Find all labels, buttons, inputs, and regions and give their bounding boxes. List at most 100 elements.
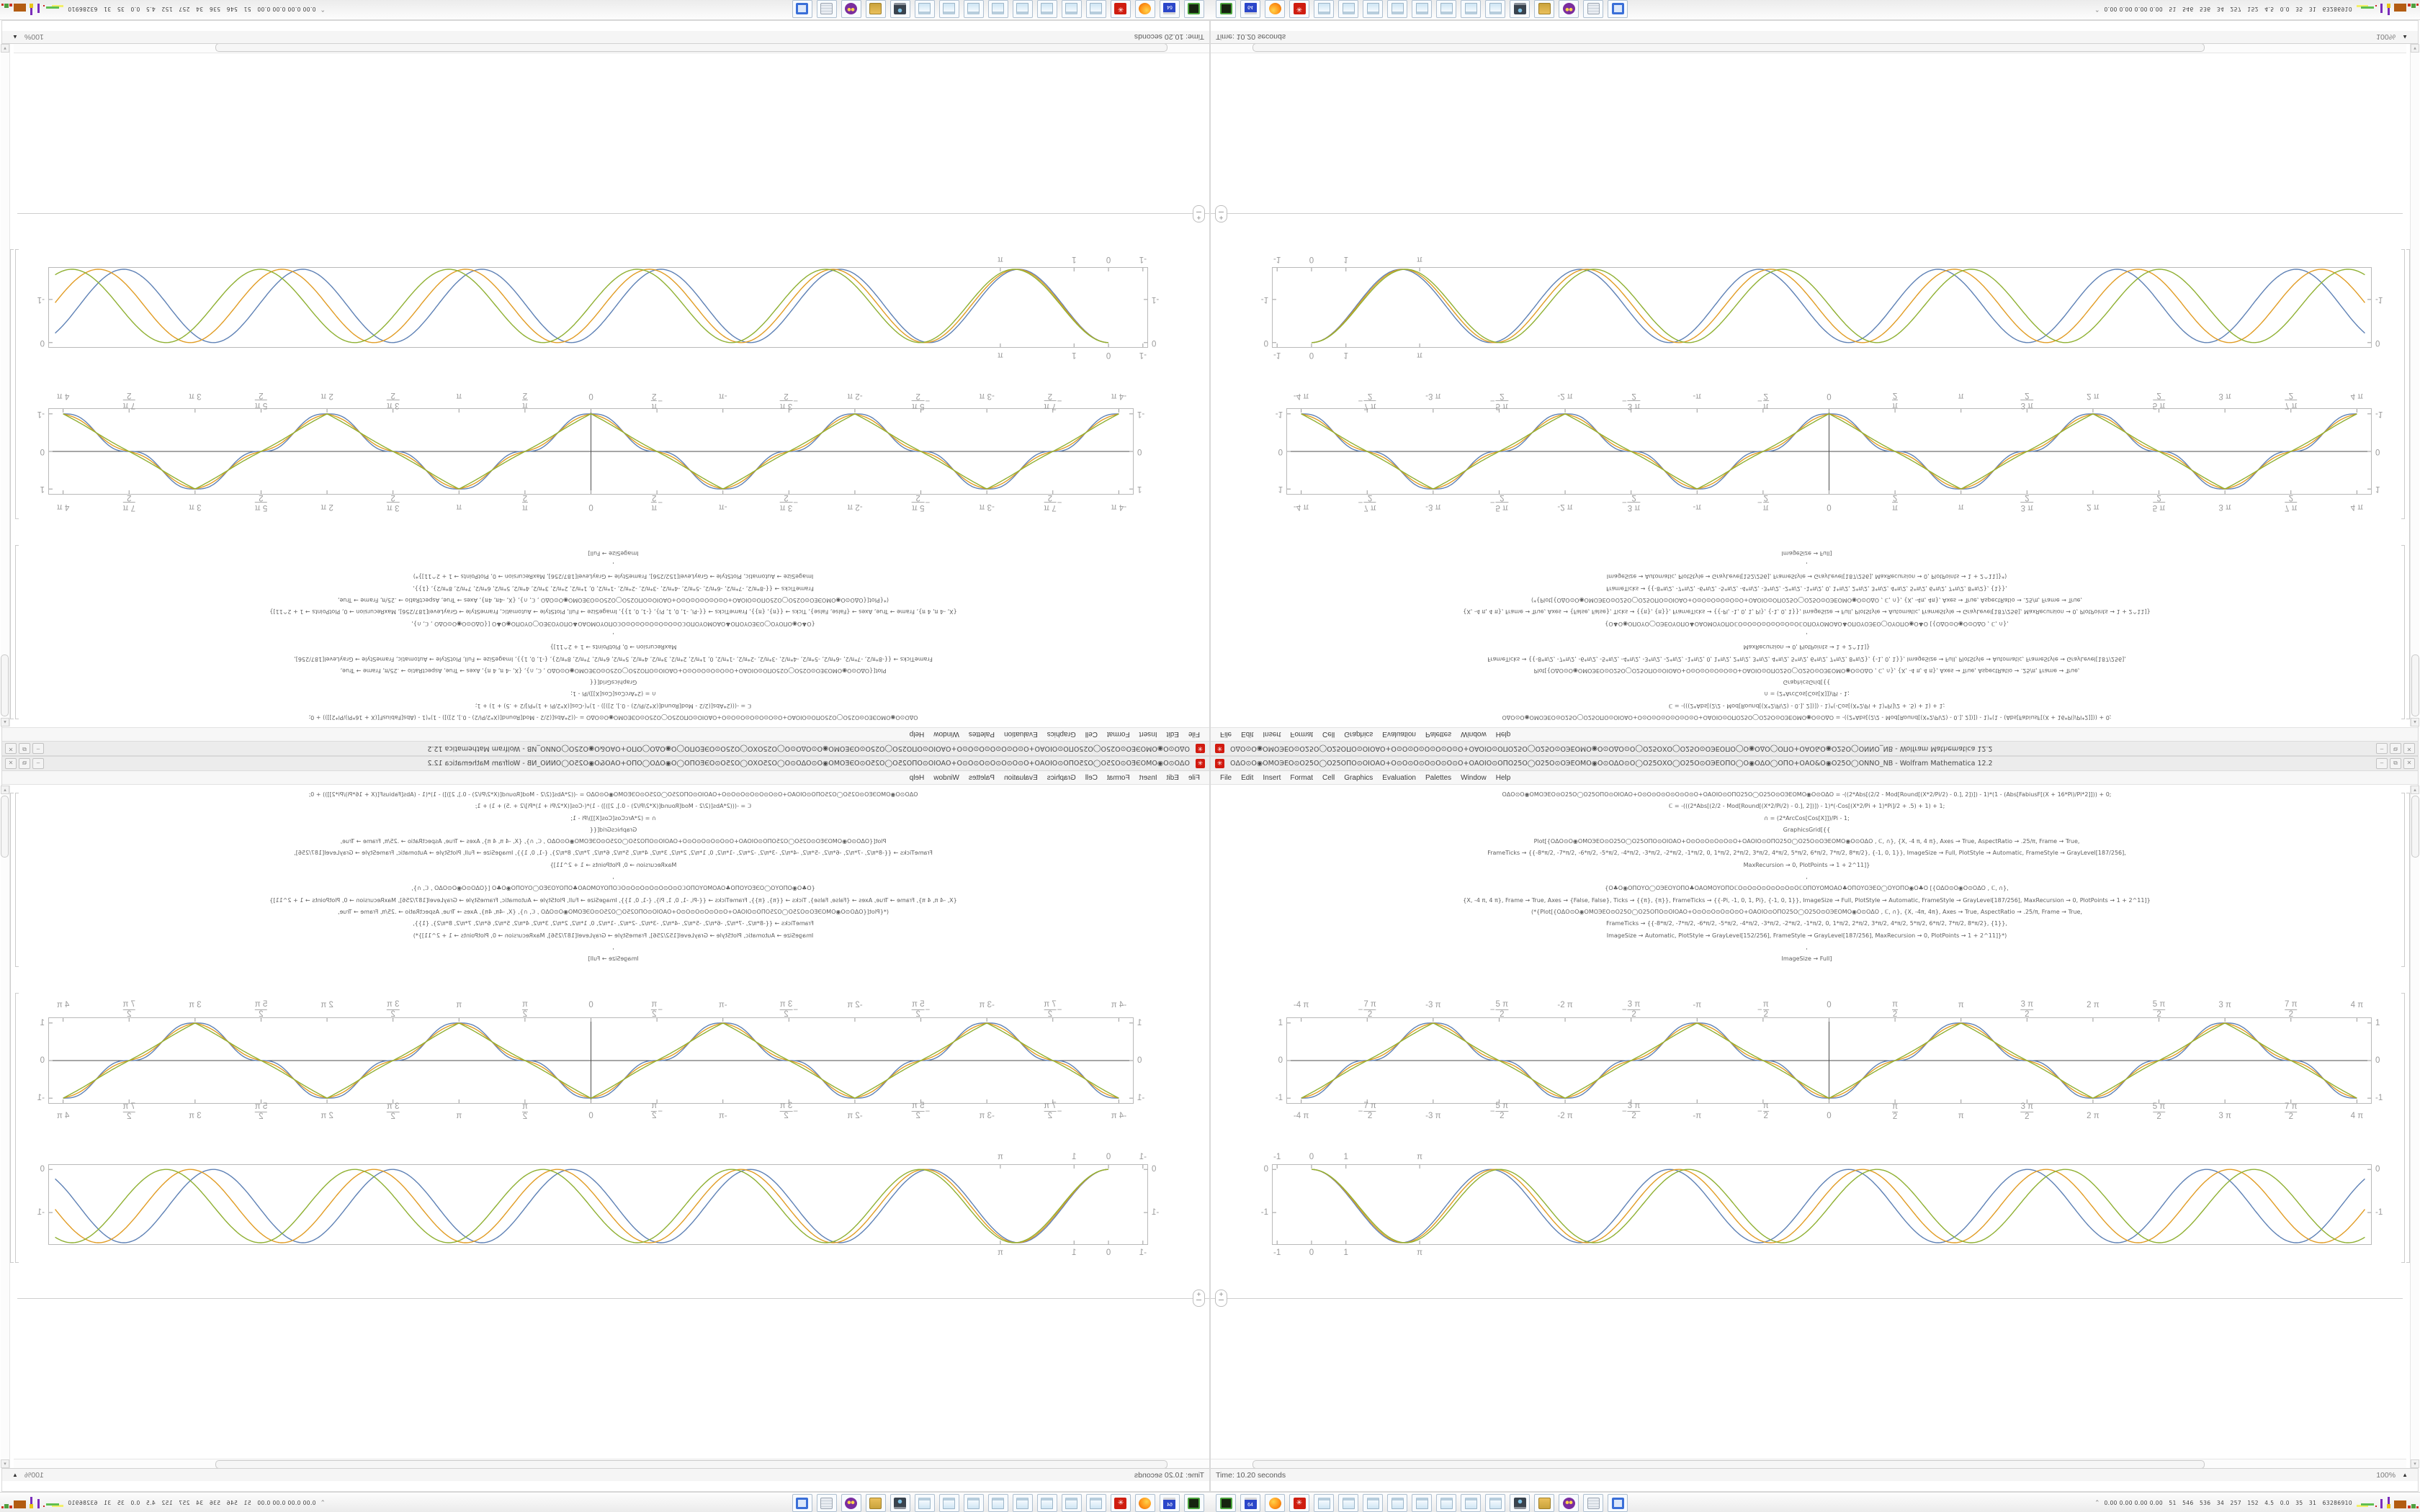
input-code-cell[interactable]: ΟΔΟ⊙Ο◉ΟΜΟЭΕΟ⊙Ο25Ο◯Ο25ΟΠΟ⊙ΟΙΟΑΟ+Ο⊙Ο⊙Ο⊙Ο⊙Ο… <box>17 791 1209 967</box>
magnification-control[interactable]: 100% ▲ <box>2376 33 2408 42</box>
horizontal-scrollbar[interactable] <box>1211 44 2406 53</box>
taskbar-button-imageview[interactable] <box>792 0 812 18</box>
menu-evaluation[interactable]: Evaluation <box>1382 773 1416 782</box>
close-button[interactable]: ✕ <box>5 743 17 754</box>
menu-cell[interactable]: Cell <box>1085 730 1098 739</box>
horizontal-scrollbar[interactable] <box>1211 1459 2406 1468</box>
taskbar-button-terminal[interactable] <box>1216 0 1236 18</box>
scroll-down-arrow-icon[interactable]: ▾ <box>2411 44 2419 53</box>
taskbar-button-imageview[interactable] <box>1608 0 1628 18</box>
taskbar-button-floppy64[interactable]: 64 <box>1160 0 1180 18</box>
cell-group-bracket[interactable] <box>2406 793 2410 1263</box>
taskbar-button-kernel[interactable]: ✳ <box>1289 1494 1309 1512</box>
scroll-up-arrow-icon[interactable]: ▴ <box>2411 718 2419 726</box>
menu-window[interactable]: Window <box>933 773 959 782</box>
vertical-scrollbar-thumb[interactable] <box>2411 654 2419 716</box>
magnification-control[interactable]: 100% ▲ <box>12 1471 44 1480</box>
menu-palettes[interactable]: Palettes <box>968 773 995 782</box>
horizontal-scrollbar[interactable] <box>14 44 1209 53</box>
taskbar-button-notepad[interactable] <box>1013 0 1033 18</box>
menu-file[interactable]: File <box>1220 730 1232 739</box>
window-titlebar[interactable]: ✳ ΟΔΟ⊙Ο◉ΟΜΟЭΕΟ⊙Ο25Ο◯Ο25ΟΠΟ⊙ΟΙΟΑΟ+Ο⊙Ο⊙Ο⊙Ο… <box>2 757 1209 771</box>
taskbar-button-notepad[interactable] <box>1412 1494 1432 1512</box>
taskbar-button-folder[interactable] <box>1534 0 1554 18</box>
taskbar-button-notepad[interactable] <box>915 1494 935 1512</box>
taskbar-button-notepad[interactable] <box>1485 0 1505 18</box>
taskbar-button-owl[interactable] <box>841 0 861 18</box>
taskbar-button-notepad[interactable] <box>1314 1494 1334 1512</box>
taskbar-button-notepad[interactable] <box>1387 1494 1407 1512</box>
vertical-scrollbar[interactable]: ▴ ▾ <box>1 786 10 1468</box>
restore-button[interactable]: ⧉ <box>19 758 30 769</box>
menu-format[interactable]: Format <box>1290 730 1314 739</box>
menu-file[interactable]: File <box>1188 773 1200 782</box>
restore-button[interactable]: ⧉ <box>2390 758 2401 769</box>
taskbar-button-notepad[interactable] <box>1086 0 1106 18</box>
taskbar-button-imageview[interactable] <box>792 1494 812 1512</box>
taskbar-button-notepad[interactable] <box>1338 1494 1358 1512</box>
taskbar-button-folder[interactable] <box>866 0 886 18</box>
taskbar-button-notepad[interactable] <box>1086 1494 1106 1512</box>
menu-graphics[interactable]: Graphics <box>1047 773 1076 782</box>
insert-cell-button[interactable]: + <box>1193 205 1205 222</box>
input-cell-bracket[interactable] <box>2401 545 2405 719</box>
taskbar-button-scroll[interactable] <box>1583 0 1603 18</box>
taskbar-button-owl[interactable] <box>1559 0 1579 18</box>
input-cell-bracket[interactable] <box>15 545 19 719</box>
menu-format[interactable]: Format <box>1290 773 1314 782</box>
close-button[interactable]: ✕ <box>5 758 17 769</box>
taskbar-button-firefox[interactable] <box>1135 0 1155 18</box>
horizontal-scrollbar-thumb[interactable] <box>1252 44 2205 52</box>
taskbar-button-owl[interactable] <box>1559 1494 1579 1512</box>
insert-cell-button[interactable]: + <box>1215 1290 1227 1307</box>
taskbar-button-scroll[interactable] <box>1583 1494 1603 1512</box>
tray-chevron-icon[interactable]: ⌃ <box>2094 6 2100 14</box>
menu-cell[interactable]: Cell <box>1322 773 1335 782</box>
taskbar-button-folder[interactable] <box>866 1494 886 1512</box>
taskbar-button-notepad[interactable] <box>1412 0 1432 18</box>
taskbar-button-owl[interactable] <box>841 1494 861 1512</box>
cell-group-bracket[interactable] <box>10 249 14 719</box>
taskbar-button-notepad[interactable] <box>1037 0 1057 18</box>
menu-palettes[interactable]: Palettes <box>968 730 995 739</box>
vertical-scrollbar[interactable]: ▴ ▾ <box>1 44 10 726</box>
menu-insert[interactable]: Insert <box>1139 773 1157 782</box>
taskbar-button-notepad[interactable] <box>1338 0 1358 18</box>
taskbar-button-floppy64[interactable]: 64 <box>1240 0 1260 18</box>
tray-chevron-icon[interactable]: ⌃ <box>2094 1498 2100 1506</box>
menu-window[interactable]: Window <box>1461 773 1487 782</box>
taskbar-button-scroll[interactable] <box>817 0 837 18</box>
taskbar-button-notepad[interactable] <box>939 0 959 18</box>
taskbar-button-notepad[interactable] <box>1461 1494 1481 1512</box>
taskbar-button-notepad[interactable] <box>1436 1494 1456 1512</box>
minimize-button[interactable]: – <box>2376 743 2388 754</box>
minimize-button[interactable]: – <box>32 758 44 769</box>
taskbar-button-firefox[interactable] <box>1265 1494 1285 1512</box>
menu-evaluation[interactable]: Evaluation <box>1004 773 1038 782</box>
taskbar-button-notepad[interactable] <box>1485 1494 1505 1512</box>
output-cell-bracket[interactable] <box>15 249 19 519</box>
window-titlebar[interactable]: ✳ ΟΔΟ⊙Ο◉ΟΜΟЭΕΟ⊙Ο25Ο◯Ο25ΟΠΟ⊙ΟΙΟΑΟ+Ο⊙Ο⊙Ο⊙Ο… <box>1211 757 2418 771</box>
window-titlebar[interactable]: ✳ ΟΔΟ⊙Ο◉ΟΜΟЭΕΟ⊙Ο25Ο◯Ο25ΟΠΟ⊙ΟΙΟΑΟ+Ο⊙Ο⊙Ο⊙Ο… <box>2 741 1209 755</box>
taskbar-button-notepad[interactable] <box>988 0 1008 18</box>
cell-group-bracket[interactable] <box>10 793 14 1263</box>
horizontal-scrollbar-thumb[interactable] <box>1252 1460 2205 1468</box>
menu-edit[interactable]: Edit <box>1166 730 1179 739</box>
taskbar-button-terminal[interactable] <box>1184 1494 1204 1512</box>
menu-graphics[interactable]: Graphics <box>1344 730 1373 739</box>
magnification-control[interactable]: 100% ▲ <box>12 33 44 42</box>
scroll-down-arrow-icon[interactable]: ▾ <box>1 1459 9 1468</box>
input-code-cell[interactable]: ΟΔΟ⊙Ο◉ΟΜΟЭΕΟ⊙Ο25Ο◯Ο25ΟΠΟ⊙ΟΙΟΑΟ+Ο⊙Ο⊙Ο⊙Ο⊙Ο… <box>17 545 1209 721</box>
taskbar-button-notepad[interactable] <box>939 1494 959 1512</box>
menu-help[interactable]: Help <box>909 773 925 782</box>
menu-evaluation[interactable]: Evaluation <box>1004 730 1038 739</box>
menu-insert[interactable]: Insert <box>1263 773 1281 782</box>
scroll-down-arrow-icon[interactable]: ▾ <box>2411 1459 2419 1468</box>
taskbar-button-floppy64[interactable]: 64 <box>1160 1494 1180 1512</box>
taskbar-button-notepad[interactable] <box>1461 0 1481 18</box>
close-button[interactable]: ✕ <box>2403 743 2415 754</box>
taskbar-button-screenshot[interactable] <box>1510 1494 1530 1512</box>
taskbar-button-notepad[interactable] <box>1363 0 1383 18</box>
horizontal-scrollbar-thumb[interactable] <box>215 1460 1168 1468</box>
scroll-down-arrow-icon[interactable]: ▾ <box>1 44 9 53</box>
